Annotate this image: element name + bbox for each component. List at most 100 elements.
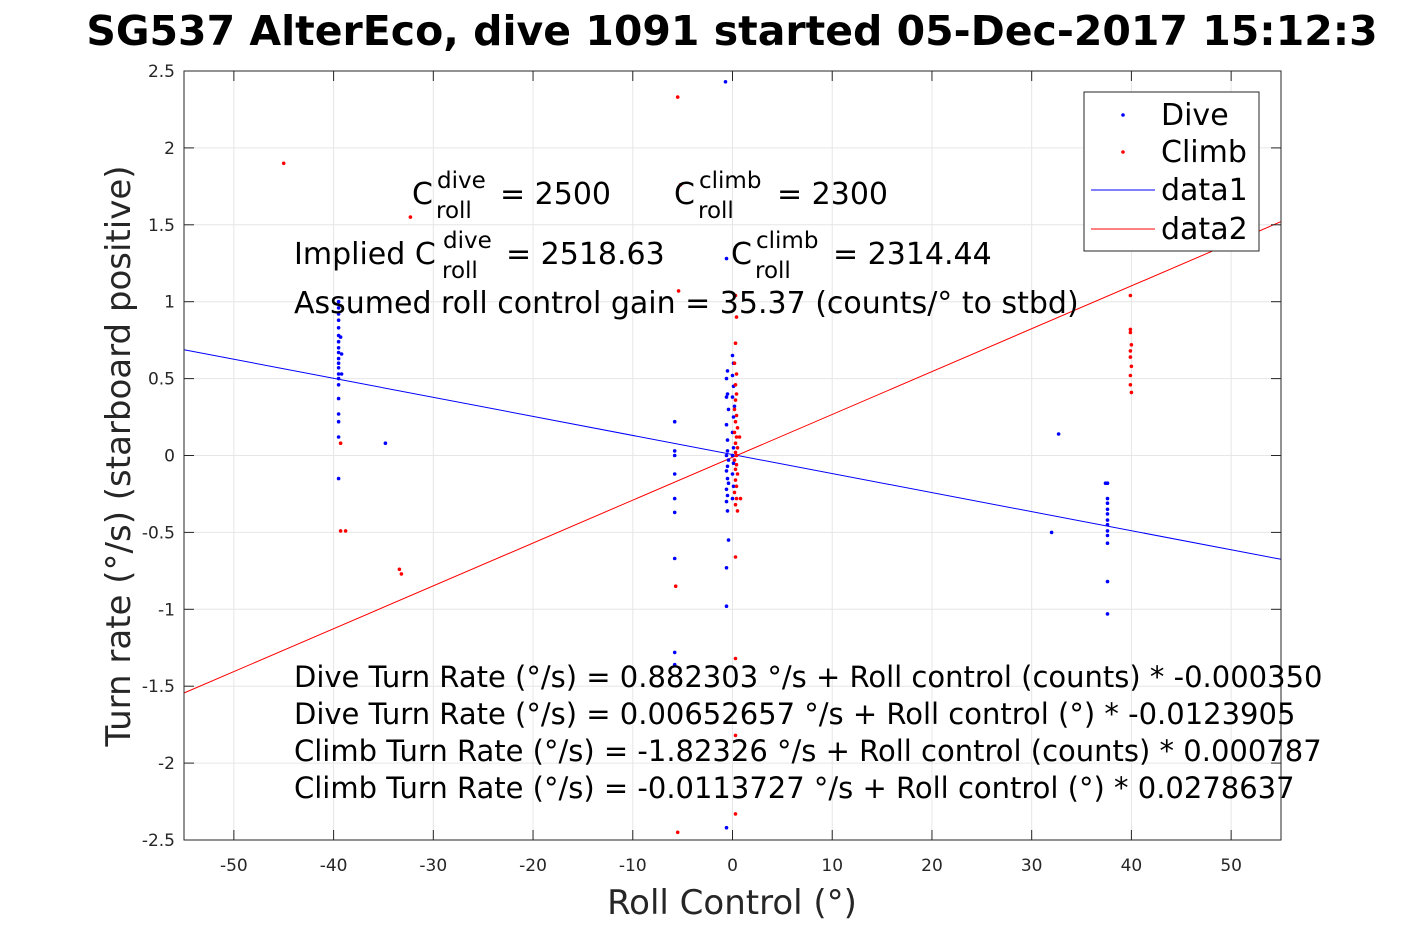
climb-point	[732, 361, 737, 366]
dive-point	[725, 464, 730, 469]
implied-sup-climb: climb	[756, 228, 818, 254]
equation-dive-counts: Dive Turn Rate (°/s) = 0.882303 °/s + Ro…	[294, 660, 1322, 694]
gain-annotation: Assumed roll control gain = 35.37 (count…	[294, 286, 1079, 321]
legend-marker-climb	[1121, 150, 1125, 154]
dive-point	[723, 80, 728, 84]
dive-point	[336, 435, 341, 439]
dive-point	[336, 376, 341, 381]
x-tick-label: 0	[727, 856, 738, 876]
c-symbol-dive: C	[412, 177, 433, 212]
climb-point	[675, 830, 680, 835]
legend-label-data1: data1	[1161, 173, 1248, 208]
climb-point	[733, 733, 738, 738]
dive-point	[1105, 507, 1110, 512]
dive-point	[672, 449, 677, 453]
climb-point	[397, 567, 402, 572]
dive-point	[724, 422, 729, 427]
x-tick-label: -20	[519, 856, 547, 876]
climb-point	[737, 435, 742, 439]
dive-point	[339, 372, 344, 376]
climb-point	[734, 372, 739, 376]
climb-point	[678, 183, 683, 187]
climb-point	[732, 458, 737, 462]
y-tick-label: -0.5	[142, 523, 175, 543]
climb-point	[1128, 349, 1133, 353]
dive-point	[725, 369, 730, 373]
climb-point	[735, 472, 740, 476]
sub-roll-climb: roll	[698, 198, 734, 224]
climb-point	[734, 315, 739, 319]
x-tick-labels: -50 -40 -30 -20 -10 0 10 20 30 40 50	[220, 856, 1242, 876]
climb-point	[1129, 364, 1134, 369]
climb-point	[735, 509, 740, 513]
implied-climb-value: = 2314.44	[833, 237, 992, 272]
dive-point	[725, 449, 730, 453]
climb-point	[408, 215, 413, 219]
legend-label-data2: data2	[1161, 212, 1248, 247]
climb-point	[734, 496, 739, 501]
dive-point	[1049, 530, 1054, 535]
c-roll-dive-annotation: C dive roll = 2500	[412, 168, 611, 224]
climb-point	[733, 383, 738, 387]
climb-point	[281, 161, 286, 166]
x-tick-label: 50	[1220, 856, 1242, 876]
dive-point	[672, 419, 677, 424]
x-tick-label: -40	[320, 856, 348, 876]
legend-label-climb: Climb	[1161, 135, 1247, 170]
climb-point	[733, 419, 738, 424]
x-tick-label: -30	[419, 856, 447, 876]
dive-point	[724, 376, 729, 381]
y-tick-label: 2	[164, 139, 175, 159]
implied-prefix: Implied C	[294, 237, 436, 272]
dive-point	[732, 404, 737, 409]
dive-point	[672, 472, 677, 476]
climb-point	[733, 398, 738, 402]
climb-point	[733, 478, 738, 482]
climb-point	[338, 529, 343, 533]
climb-point	[734, 392, 739, 396]
climb-point	[338, 441, 343, 446]
dive-point	[336, 476, 341, 481]
dive-point	[724, 825, 729, 830]
x-axis-label: Roll Control (°)	[607, 883, 857, 923]
implied-climb-annotation: C climb roll = 2314.44	[731, 228, 992, 284]
x-tick-label: 20	[921, 856, 943, 876]
dive-point	[336, 339, 341, 344]
dive-point	[730, 395, 735, 399]
dive-point	[672, 496, 677, 501]
sup-dive: dive	[437, 168, 486, 194]
dive-point	[338, 335, 343, 339]
climb-point	[735, 446, 740, 450]
dive-point	[1056, 432, 1061, 436]
implied-sub-roll-dive: roll	[442, 258, 478, 284]
c-roll-climb-annotation: C climb roll = 2300	[674, 168, 888, 224]
y-tick-label: 1	[164, 293, 175, 313]
dive-point	[1105, 579, 1110, 584]
dive-point	[336, 372, 341, 376]
legend-marker-dive	[1121, 113, 1125, 117]
climb-point	[675, 95, 680, 99]
dive-point	[336, 346, 341, 350]
climb-point	[734, 453, 739, 458]
climb-point	[733, 555, 738, 559]
x-tick-label: 10	[821, 856, 843, 876]
climb-point	[1128, 293, 1133, 298]
dive-point	[730, 453, 735, 458]
climb-point	[1128, 383, 1133, 387]
dive-point	[724, 453, 729, 458]
dive-point	[672, 556, 677, 561]
dive-point	[731, 415, 736, 419]
climb-point	[733, 450, 738, 455]
dive-point	[383, 441, 388, 446]
tick-marks	[184, 70, 1281, 841]
dive-point	[1105, 518, 1110, 522]
dive-point	[725, 476, 730, 481]
dive-point	[336, 326, 341, 330]
dive-point	[672, 650, 677, 655]
climb-point	[735, 426, 740, 430]
dive-point	[731, 484, 736, 489]
legend-label-dive: Dive	[1161, 98, 1229, 133]
sup-climb: climb	[699, 168, 761, 194]
climb-point	[734, 413, 739, 418]
dive-point	[336, 366, 341, 370]
